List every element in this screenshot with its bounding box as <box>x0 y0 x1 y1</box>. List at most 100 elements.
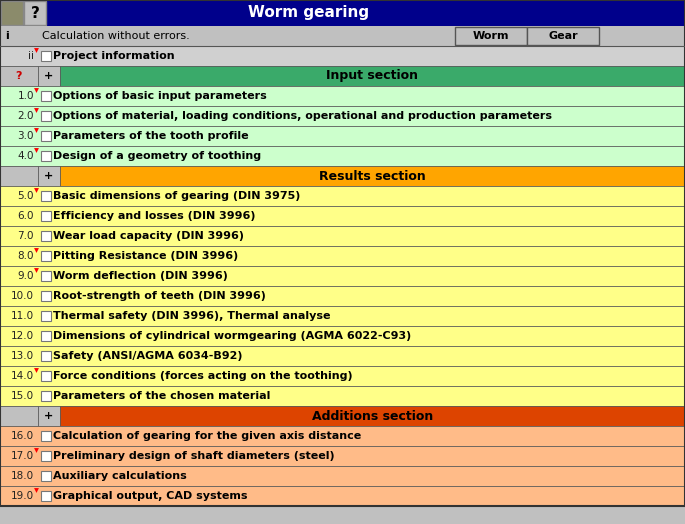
Text: Results section: Results section <box>319 169 426 182</box>
Text: Additions section: Additions section <box>312 409 433 422</box>
Bar <box>41 51 51 61</box>
Bar <box>0 446 685 466</box>
Bar <box>41 151 51 161</box>
Bar <box>60 66 685 86</box>
Text: Wear load capacity (DIN 3996): Wear load capacity (DIN 3996) <box>53 231 244 241</box>
Text: Options of basic input parameters: Options of basic input parameters <box>53 91 266 101</box>
Text: Input section: Input section <box>327 70 419 82</box>
Bar <box>41 291 51 301</box>
Text: +: + <box>45 171 53 181</box>
Bar <box>0 26 685 46</box>
Text: Worm: Worm <box>473 31 509 41</box>
Bar <box>0 286 685 306</box>
Text: 12.0: 12.0 <box>11 331 34 341</box>
Text: Safety (ANSI/AGMA 6034-B92): Safety (ANSI/AGMA 6034-B92) <box>53 351 242 361</box>
Text: ii: ii <box>28 51 34 61</box>
Bar <box>41 391 51 401</box>
Text: Calculation without errors.: Calculation without errors. <box>42 31 190 41</box>
Text: 11.0: 11.0 <box>11 311 34 321</box>
Bar <box>0 406 38 426</box>
Bar <box>0 246 685 266</box>
Text: 2.0: 2.0 <box>18 111 34 121</box>
Bar <box>0 226 685 246</box>
Bar <box>455 27 527 45</box>
Bar <box>0 0 685 26</box>
Bar <box>0 66 38 86</box>
Text: Parameters of the tooth profile: Parameters of the tooth profile <box>53 131 249 141</box>
Text: Basic dimensions of gearing (DIN 3975): Basic dimensions of gearing (DIN 3975) <box>53 191 301 201</box>
Text: 7.0: 7.0 <box>18 231 34 241</box>
Text: Force conditions (forces acting on the toothing): Force conditions (forces acting on the t… <box>53 371 353 381</box>
Text: Design of a geometry of toothing: Design of a geometry of toothing <box>53 151 261 161</box>
Text: Worm deflection (DIN 3996): Worm deflection (DIN 3996) <box>53 271 228 281</box>
Bar <box>41 491 51 501</box>
Bar <box>0 266 685 286</box>
Text: Pitting Resistance (DIN 3996): Pitting Resistance (DIN 3996) <box>53 251 238 261</box>
Bar <box>41 351 51 361</box>
Bar <box>0 206 685 226</box>
Bar <box>41 271 51 281</box>
Bar <box>41 251 51 261</box>
Text: Preliminary design of shaft diameters (steel): Preliminary design of shaft diameters (s… <box>53 451 335 461</box>
Bar <box>527 27 599 45</box>
Text: 8.0: 8.0 <box>18 251 34 261</box>
Text: Options of material, loading conditions, operational and production parameters: Options of material, loading conditions,… <box>53 111 552 121</box>
Bar <box>0 386 685 406</box>
Text: 5.0: 5.0 <box>18 191 34 201</box>
Bar <box>1 1 23 25</box>
Text: Calculation of gearing for the given axis distance: Calculation of gearing for the given axi… <box>53 431 361 441</box>
Text: Auxiliary calculations: Auxiliary calculations <box>53 471 187 481</box>
Bar <box>38 406 60 426</box>
Bar <box>0 106 685 126</box>
Bar <box>41 211 51 221</box>
Bar <box>38 166 60 186</box>
Text: 14.0: 14.0 <box>11 371 34 381</box>
Text: 6.0: 6.0 <box>18 211 34 221</box>
Bar <box>41 231 51 241</box>
Bar <box>41 111 51 121</box>
Text: Root-strength of teeth (DIN 3996): Root-strength of teeth (DIN 3996) <box>53 291 266 301</box>
Text: +: + <box>45 411 53 421</box>
Text: 19.0: 19.0 <box>11 491 34 501</box>
Bar <box>0 186 685 206</box>
Bar <box>41 431 51 441</box>
Text: ?: ? <box>16 71 22 81</box>
Bar <box>41 471 51 481</box>
Bar <box>0 466 685 486</box>
Bar <box>41 191 51 201</box>
Text: Gear: Gear <box>548 31 578 41</box>
Bar <box>60 406 685 426</box>
Text: i: i <box>5 31 9 41</box>
Bar <box>0 426 685 446</box>
Bar <box>0 146 685 166</box>
Text: 9.0: 9.0 <box>18 271 34 281</box>
Text: 1.0: 1.0 <box>18 91 34 101</box>
Bar <box>41 371 51 381</box>
Bar <box>0 86 685 106</box>
Text: 10.0: 10.0 <box>11 291 34 301</box>
Bar <box>41 331 51 341</box>
Text: 4.0: 4.0 <box>18 151 34 161</box>
Text: Worm gearing: Worm gearing <box>248 5 369 20</box>
Text: Parameters of the chosen material: Parameters of the chosen material <box>53 391 271 401</box>
Bar <box>0 486 685 506</box>
Bar <box>0 346 685 366</box>
Text: 3.0: 3.0 <box>18 131 34 141</box>
Text: 16.0: 16.0 <box>11 431 34 441</box>
Bar <box>38 66 60 86</box>
Bar <box>60 166 685 186</box>
Bar <box>24 1 46 25</box>
Text: 17.0: 17.0 <box>11 451 34 461</box>
Text: Dimensions of cylindrical wormgearing (AGMA 6022-C93): Dimensions of cylindrical wormgearing (A… <box>53 331 411 341</box>
Bar <box>41 311 51 321</box>
Text: Graphical output, CAD systems: Graphical output, CAD systems <box>53 491 247 501</box>
Bar <box>0 166 38 186</box>
Text: +: + <box>45 71 53 81</box>
Text: 18.0: 18.0 <box>11 471 34 481</box>
Bar <box>0 126 685 146</box>
Text: ?: ? <box>31 5 40 20</box>
Bar <box>41 91 51 101</box>
Text: 13.0: 13.0 <box>11 351 34 361</box>
Bar <box>0 366 685 386</box>
Bar <box>0 46 685 66</box>
